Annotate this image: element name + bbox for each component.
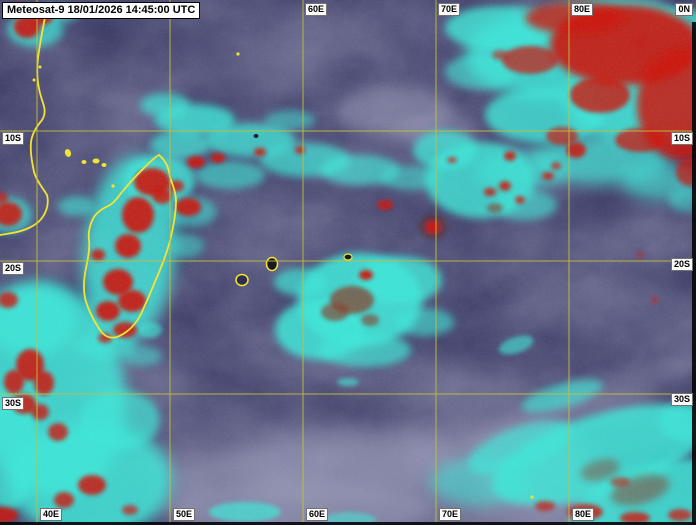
- lon-label-top-80e: 80E: [571, 3, 594, 16]
- image-title: Meteosat-9 18/01/2026 14:45:00 UTC: [2, 2, 201, 19]
- lon-label-bottom-80e: 80E: [572, 508, 595, 521]
- lat-label-right-30s: 30S: [670, 393, 693, 406]
- lat-label-left-30s: 30S: [2, 397, 25, 410]
- lon-label-bottom-70e: 70E: [439, 508, 462, 521]
- lon-label-top-70e: 70E: [438, 3, 461, 16]
- lat-label-right-10s: 10S: [670, 132, 693, 145]
- lon-label-bottom-60e: 60E: [306, 508, 329, 521]
- lon-label-bottom-50e: 50E: [173, 508, 196, 521]
- lon-label-top-60e: 60E: [305, 3, 328, 16]
- lat-label-left-20s: 20S: [2, 262, 25, 275]
- lat-label-right-20s: 20S: [670, 258, 693, 271]
- lat-label-top-right-0n: 0N: [675, 3, 693, 16]
- lat-label-left-10s: 10S: [2, 132, 25, 145]
- lon-label-bottom-40e: 40E: [40, 508, 63, 521]
